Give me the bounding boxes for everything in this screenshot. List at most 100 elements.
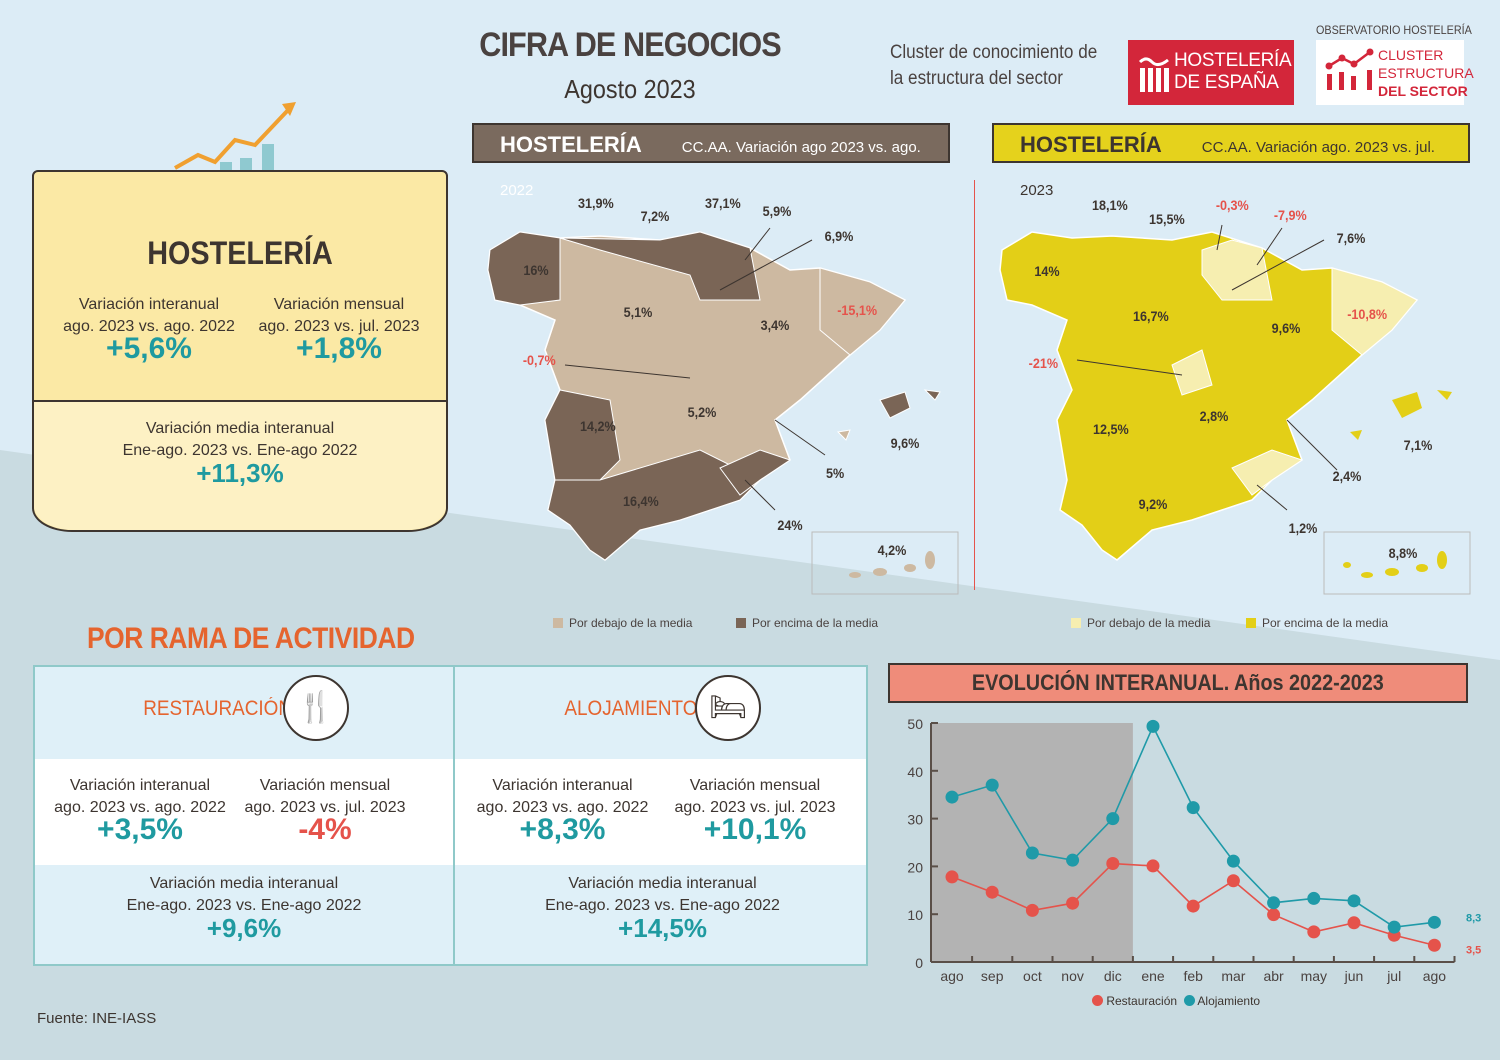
label: ago. 2023 vs. ago. 2022 [476, 799, 649, 816]
region-north-light [1201, 239, 1273, 301]
label: ago. 2023 vs. jul. 2023 [674, 799, 836, 816]
label: Variación media interanual [149, 875, 339, 892]
map-divider [974, 180, 975, 590]
legend-text: Por debajo de la media [1087, 616, 1211, 630]
page-title: CIFRA DE NEGOCIOS [479, 26, 781, 64]
label: Variación interanual [492, 777, 633, 794]
chart-legend: Restauración Alojamiento [1092, 994, 1260, 1008]
map-label: -21% [1028, 355, 1059, 371]
legend-alojamiento: Alojamiento [1197, 994, 1261, 1008]
map-label: 8,8% [1388, 545, 1418, 561]
maps [487, 224, 1471, 595]
region-galicia [487, 231, 561, 306]
map-label: 9,2% [1138, 496, 1168, 512]
label: ago. 2023 vs. ago. 2022 [63, 318, 235, 335]
map-label: 24% [777, 517, 803, 533]
map-title: HOSTELERÍA [500, 132, 642, 157]
map-right-header: HOSTELERÍA CC.AA. Variación ago. 2023 vs.… [992, 123, 1470, 199]
white-band [35, 759, 866, 865]
chart-title-text: EVOLUCIÓN INTERANUAL. Años 2022-2023 [972, 670, 1384, 695]
map-label: 4,2% [877, 542, 907, 558]
map-label: 14,2% [579, 418, 616, 434]
label: Variación mensual [273, 296, 405, 313]
map-label: 5% [826, 465, 845, 481]
label: Variación media interanual [145, 420, 335, 437]
legend-below: Por debajo de la media [1071, 616, 1210, 630]
map-label: 6,9% [824, 228, 854, 244]
alojamiento-interanual-value: +8,3% [519, 813, 606, 846]
observatorio-label: OBSERVATORIO HOSTELERÍA [1316, 23, 1472, 37]
legend-above: Por encima de la media [1246, 616, 1388, 630]
rama-title: POR RAMA DE ACTIVIDAD [87, 622, 415, 655]
map-label: 16% [523, 262, 549, 278]
map-label: 7,2% [640, 208, 670, 224]
region-cataluna [1331, 267, 1418, 356]
map-label: 31,9% [577, 195, 614, 211]
legend-swatch [1183, 995, 1195, 1006]
label: Ene-ago. 2023 vs. Ene-ago 2022 [545, 897, 780, 914]
cluster-line: Cluster de conocimiento de [890, 42, 1098, 63]
alojamiento-media-value: +14,5% [618, 913, 707, 943]
hosteleria-espana-logo: HOSTELERÍA DE ESPAÑA [1128, 40, 1294, 105]
legend-text: Por debajo de la media [569, 616, 693, 630]
map-label: -0,3% [1215, 197, 1249, 213]
map-label: 5,1% [623, 304, 653, 320]
cluster-logo: CLUSTER ESTRUCTURA DEL SECTOR [1316, 40, 1474, 105]
logo-text: HOSTELERÍA [1174, 50, 1292, 71]
map-label: 9,6% [890, 435, 920, 451]
region-murcia [719, 449, 792, 496]
restauracion-title: RESTAURACIÓN [143, 697, 293, 720]
map-label: 16,7% [1132, 308, 1169, 324]
label: Variación mensual [259, 777, 391, 794]
map-label: 5,2% [687, 404, 717, 420]
logo-bars-icon [1138, 57, 1169, 92]
map-label: -15,1% [837, 302, 878, 318]
map-subtitle: CC.AA. Variación ago. 2023 vs. jul. 2023 [1020, 139, 1435, 199]
map-label: 16,4% [622, 493, 659, 509]
map-label: 18,1% [1091, 197, 1128, 213]
media-value: +11,3% [196, 458, 284, 488]
map-right [999, 224, 1471, 595]
map-label: 7,6% [1336, 230, 1366, 246]
region-andalucia [547, 449, 761, 561]
label: Variación media interanual [568, 875, 757, 892]
map-label: 1,2% [1288, 520, 1318, 536]
map-label: -0,7% [522, 352, 556, 368]
cluster-text: Cluster de conocimiento de la estructura … [890, 40, 1097, 92]
mensual-value: +1,8% [296, 332, 382, 365]
map-label: -10,8% [1347, 306, 1388, 322]
hotel-bed-icon: 🛏 [695, 675, 761, 741]
map-left [487, 227, 959, 595]
interanual-value: +5,6% [106, 332, 192, 365]
map-label: 3,4% [760, 317, 790, 333]
map-label: 7,1% [1403, 437, 1433, 453]
rama-panel: RESTAURACIÓN 🍴 ALOJAMIENTO 🛏 Variación i… [33, 665, 868, 966]
logo-text: ESTRUCTURA [1378, 65, 1474, 81]
map-label: 37,1% [704, 195, 741, 211]
region-madrid [1171, 349, 1213, 396]
map-label: 15,5% [1148, 211, 1185, 227]
source: Fuente: INE-IASS [37, 1010, 157, 1027]
label: Variación interanual [78, 296, 220, 313]
cutlery-cup-icon: 🍴 [283, 675, 349, 741]
legend-below: Por debajo de la media [553, 616, 692, 630]
map-label: -7,9% [1273, 207, 1307, 223]
logo-text: DE ESPAÑA [1174, 72, 1279, 93]
legend-text: Por encima de la media [1262, 616, 1389, 630]
page-subtitle: Agosto 2023 [564, 74, 696, 104]
map-label: 2,4% [1332, 468, 1362, 484]
label: Ene-ago. 2023 vs. Ene-ago 2022 [122, 442, 358, 459]
restauracion-media-value: +9,6% [206, 913, 282, 943]
region-murcia [1231, 449, 1304, 496]
region-baleares [879, 389, 941, 419]
logo-text: DEL SECTOR [1378, 83, 1468, 99]
summary-title: HOSTELERÍA [147, 235, 333, 271]
legend-above: Por encima de la media [736, 616, 878, 630]
label: ago. 2023 vs. ago. 2022 [54, 799, 226, 816]
alojamiento-mensual-value: +10,1% [703, 813, 807, 846]
legend-swatch [1092, 995, 1103, 1006]
candlestick-chart-icon [1325, 48, 1374, 90]
map-label: 14% [1034, 263, 1060, 279]
logo-text: CLUSTER [1378, 47, 1444, 63]
alojamiento-title: ALOJAMIENTO [564, 697, 698, 720]
